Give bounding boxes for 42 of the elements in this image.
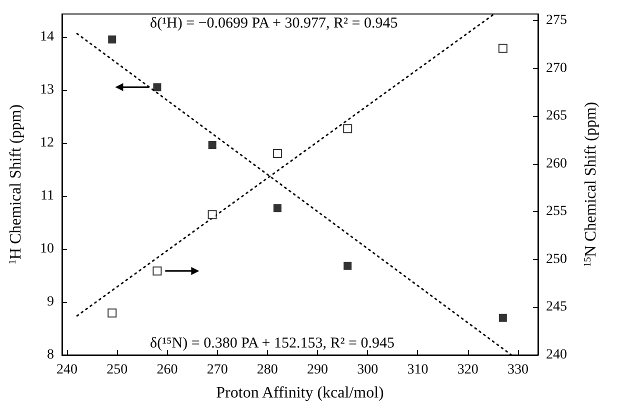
x-tick-label: 280 (256, 362, 278, 378)
y-tick-label: 14 (40, 29, 54, 44)
y-tick-label: 9 (47, 294, 54, 310)
point (498, 314, 507, 322)
y2-axis-title: 15N Chemical Shift (ppm) (582, 102, 600, 268)
y2-tick-label: 260 (546, 156, 567, 172)
point (344, 262, 352, 270)
x-tick-label: 270 (206, 362, 228, 378)
point (153, 83, 162, 92)
y-tick-label: 8 (47, 348, 54, 362)
point (108, 35, 116, 44)
y2-tick-label: 265 (546, 108, 567, 124)
x-tick-label: 240 (56, 362, 78, 378)
point (108, 308, 117, 318)
y2-tick-label: 270 (546, 60, 567, 76)
point (152, 266, 162, 276)
y2-tick-label: 255 (546, 204, 567, 220)
x-tick-label: 250 (106, 362, 128, 378)
x-tick-label: 330 (507, 362, 528, 378)
y2-tick-label: 240 (546, 348, 567, 362)
x-tick-label: 320 (457, 362, 478, 378)
point (208, 140, 216, 149)
point (208, 210, 217, 220)
y-tick-label: 11 (40, 188, 54, 204)
x-tick-label: 300 (357, 362, 378, 378)
x-axis-title: Proton Affinity (kcal/mol) (216, 384, 384, 402)
annotation: δ(¹⁵N) = 0.380 PA + 152.153, R² = 0.945 (150, 336, 394, 352)
x-tick-label: 290 (307, 362, 328, 378)
point (273, 204, 282, 212)
y-tick-label: 13 (40, 82, 54, 98)
y-tick-label: 10 (40, 241, 54, 256)
y2-tick-label: 275 (546, 13, 567, 28)
x-tick-label: 310 (407, 362, 428, 378)
point (498, 44, 508, 53)
y-tick-label: 12 (40, 135, 54, 150)
y2-tick-label: 245 (546, 300, 567, 315)
y-axis-title: 1H Chemical Shift (ppm) (8, 104, 24, 265)
y2-tick-label: 250 (546, 252, 567, 267)
annotation: δ(¹H) = −0.0699 PA + 30.977, R² = 0.945 (150, 16, 398, 32)
point (272, 148, 282, 158)
x-tick-label: 260 (156, 362, 178, 378)
point (343, 124, 352, 134)
